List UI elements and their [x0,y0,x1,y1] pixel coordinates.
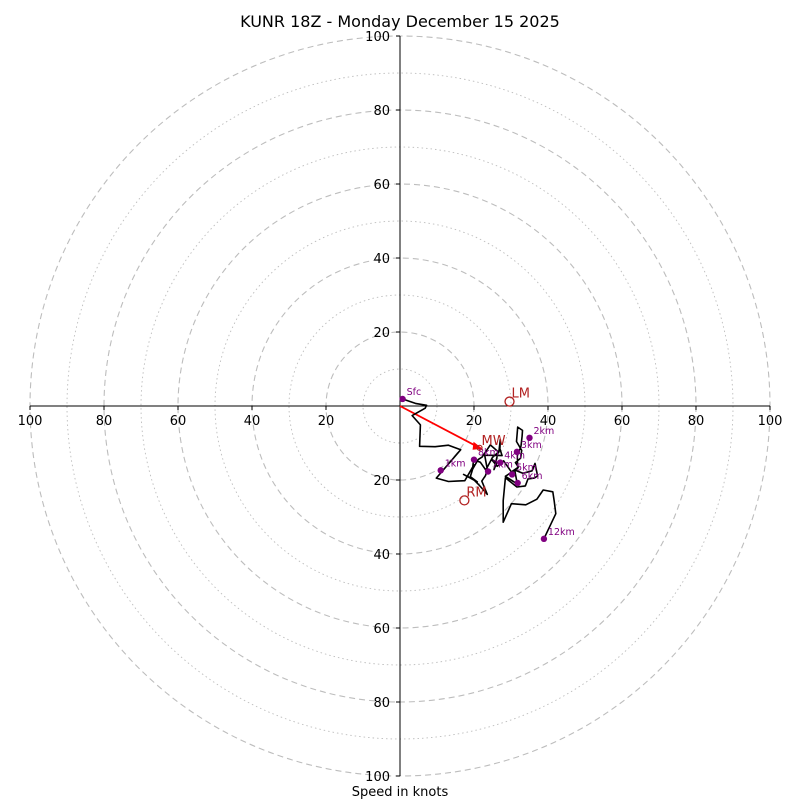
x-tick-label: 80 [96,414,113,429]
height-marker-2km [526,434,533,442]
height-marker-sfc [399,395,406,403]
height-marker-3km [513,448,521,456]
height-marker-6km [514,479,521,487]
rm-marker [459,495,470,506]
height-marker-12km [540,535,548,543]
height-label-7km: 7km [492,459,513,470]
y-tick-label: 20 [373,474,390,489]
x-tick-label: 20 [466,414,483,429]
y-tick-label: 60 [373,622,390,637]
x-tick-label: 20 [318,414,335,429]
y-tick-label: 80 [373,696,390,711]
height-label-sfc: Sfc [407,387,422,398]
height-marker-7km [484,468,492,475]
height-marker-4km [497,459,504,466]
wind-profile-line [402,398,557,540]
x-tick-label: 60 [614,414,631,429]
x-tick-label: 80 [688,414,705,429]
x-tick-label: 100 [18,414,43,429]
y-tick-label: 100 [365,30,390,45]
y-tick-label: 40 [373,548,390,563]
height-marker-5km [508,471,516,478]
height-label-4km: 4km [504,451,525,462]
mean-wind-vector [399,405,480,449]
tick-labels: 100 80 60 40 20 20 40 60 80 100 100 80 60 40 20 20 40 60 8… [18,30,783,785]
mw-marker [476,444,483,451]
height-label-2km: 2km [534,426,555,437]
y-tick-label: 100 [365,770,390,785]
x-tick-label: 60 [170,414,187,429]
height-label-12km: 12km [548,527,575,538]
hodograph-trace [402,398,557,540]
height-label-6km: 6km [522,471,543,482]
x-tick-label: 40 [244,414,261,429]
height-label-8km: 8km [478,448,499,459]
mw-label: MW [482,434,506,449]
x-axis-label: Speed in knots [352,785,449,800]
y-tick-label: 20 [373,326,390,341]
chart-title: KUNR 18Z - Monday December 15 2025 [240,12,560,31]
storm-motion-markers: LM RM MW [459,387,530,506]
x-tick-label: 40 [540,414,557,429]
height-marker-8km [470,456,478,463]
height-label-1km: 1km [445,458,466,469]
rm-label: RM [466,485,486,500]
y-tick-label: 40 [373,252,390,267]
y-tick-label: 60 [373,178,390,193]
height-label-5km: 5km [516,462,537,473]
height-marker-1km [437,467,444,474]
lm-marker [504,396,515,407]
x-tick-label: 100 [758,414,783,429]
lm-label: LM [512,387,530,402]
y-tick-label: 80 [373,104,390,119]
height-label-3km: 3km [521,440,542,451]
